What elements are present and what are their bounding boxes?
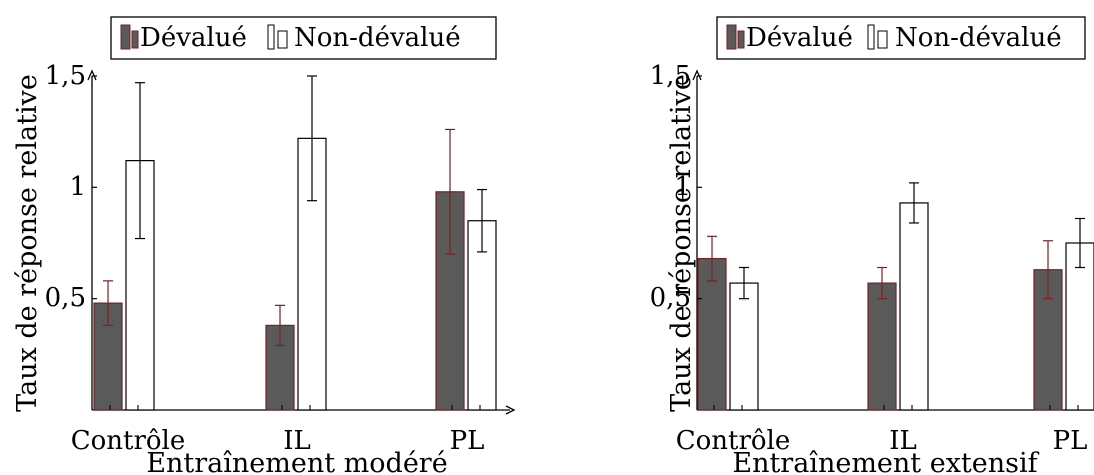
x-axis-label: Entraînement modéré [146,448,447,475]
legend-box [110,16,497,60]
bar-devalue [697,257,727,411]
y-tick-label: 0,5 [45,283,86,313]
legend: Dévalué Non-dévalué [716,16,1086,60]
y-tick-label: 0,5 [650,283,691,313]
y-axis-label: Taux de réponse relative [12,74,43,412]
legend-label-devalue: Dévalué [140,23,247,53]
y-tick-label: 1,5 [45,61,86,91]
x-tick-label: IL [889,426,917,456]
legend-swatch-non-devalue [877,30,888,49]
legend-swatch-devalue [737,30,745,49]
y-axis-label: Taux de réponse relative [666,74,697,412]
legend-label-devalue: Dévalué [746,23,853,53]
chart-moderate-training: Dévalué Non-dévalué 0,5 1 1,5 Contrôle I… [12,16,516,475]
bar-devalue [867,282,897,411]
x-tick-label: IL [283,426,311,456]
legend-swatch-non-devalue [867,24,875,50]
x-tick-label: Contrôle [676,426,791,456]
bar-non-devalue [729,282,759,411]
legend-swatch-devalue [726,24,737,50]
bar-non-devalue [899,202,929,411]
x-tick-label: PL [1053,426,1088,456]
y-tick-label: 1 [674,172,691,202]
y-axis-arrow [87,69,97,81]
plot-area [87,69,516,415]
legend-label-non-devalue: Non-dévalué [294,23,461,53]
plot-area [692,69,1094,411]
legend-box [716,16,1086,60]
x-tick-label: Contrôle [71,426,186,456]
legend-label-non-devalue: Non-dévalué [895,23,1062,53]
legend-swatch-non-devalue [267,24,275,50]
bar-non-devalue [1065,242,1094,411]
y-tick-label: 1,5 [650,61,691,91]
x-axis-label: Entraînement extensif [732,448,1039,475]
legend-swatch-non-devalue [277,30,288,49]
legend-swatch-devalue [131,30,139,49]
y-tick-label: 1 [69,172,86,202]
legend: Dévalué Non-dévalué [110,16,497,60]
x-axis-arrow [505,405,516,415]
chart-extensive-training: Dévalué Non-dévalué 0,5 1 1,5 Contrôle I… [650,16,1094,475]
x-tick-label: PL [450,426,485,456]
y-axis-arrow [692,69,702,81]
legend-swatch-devalue [120,24,131,50]
